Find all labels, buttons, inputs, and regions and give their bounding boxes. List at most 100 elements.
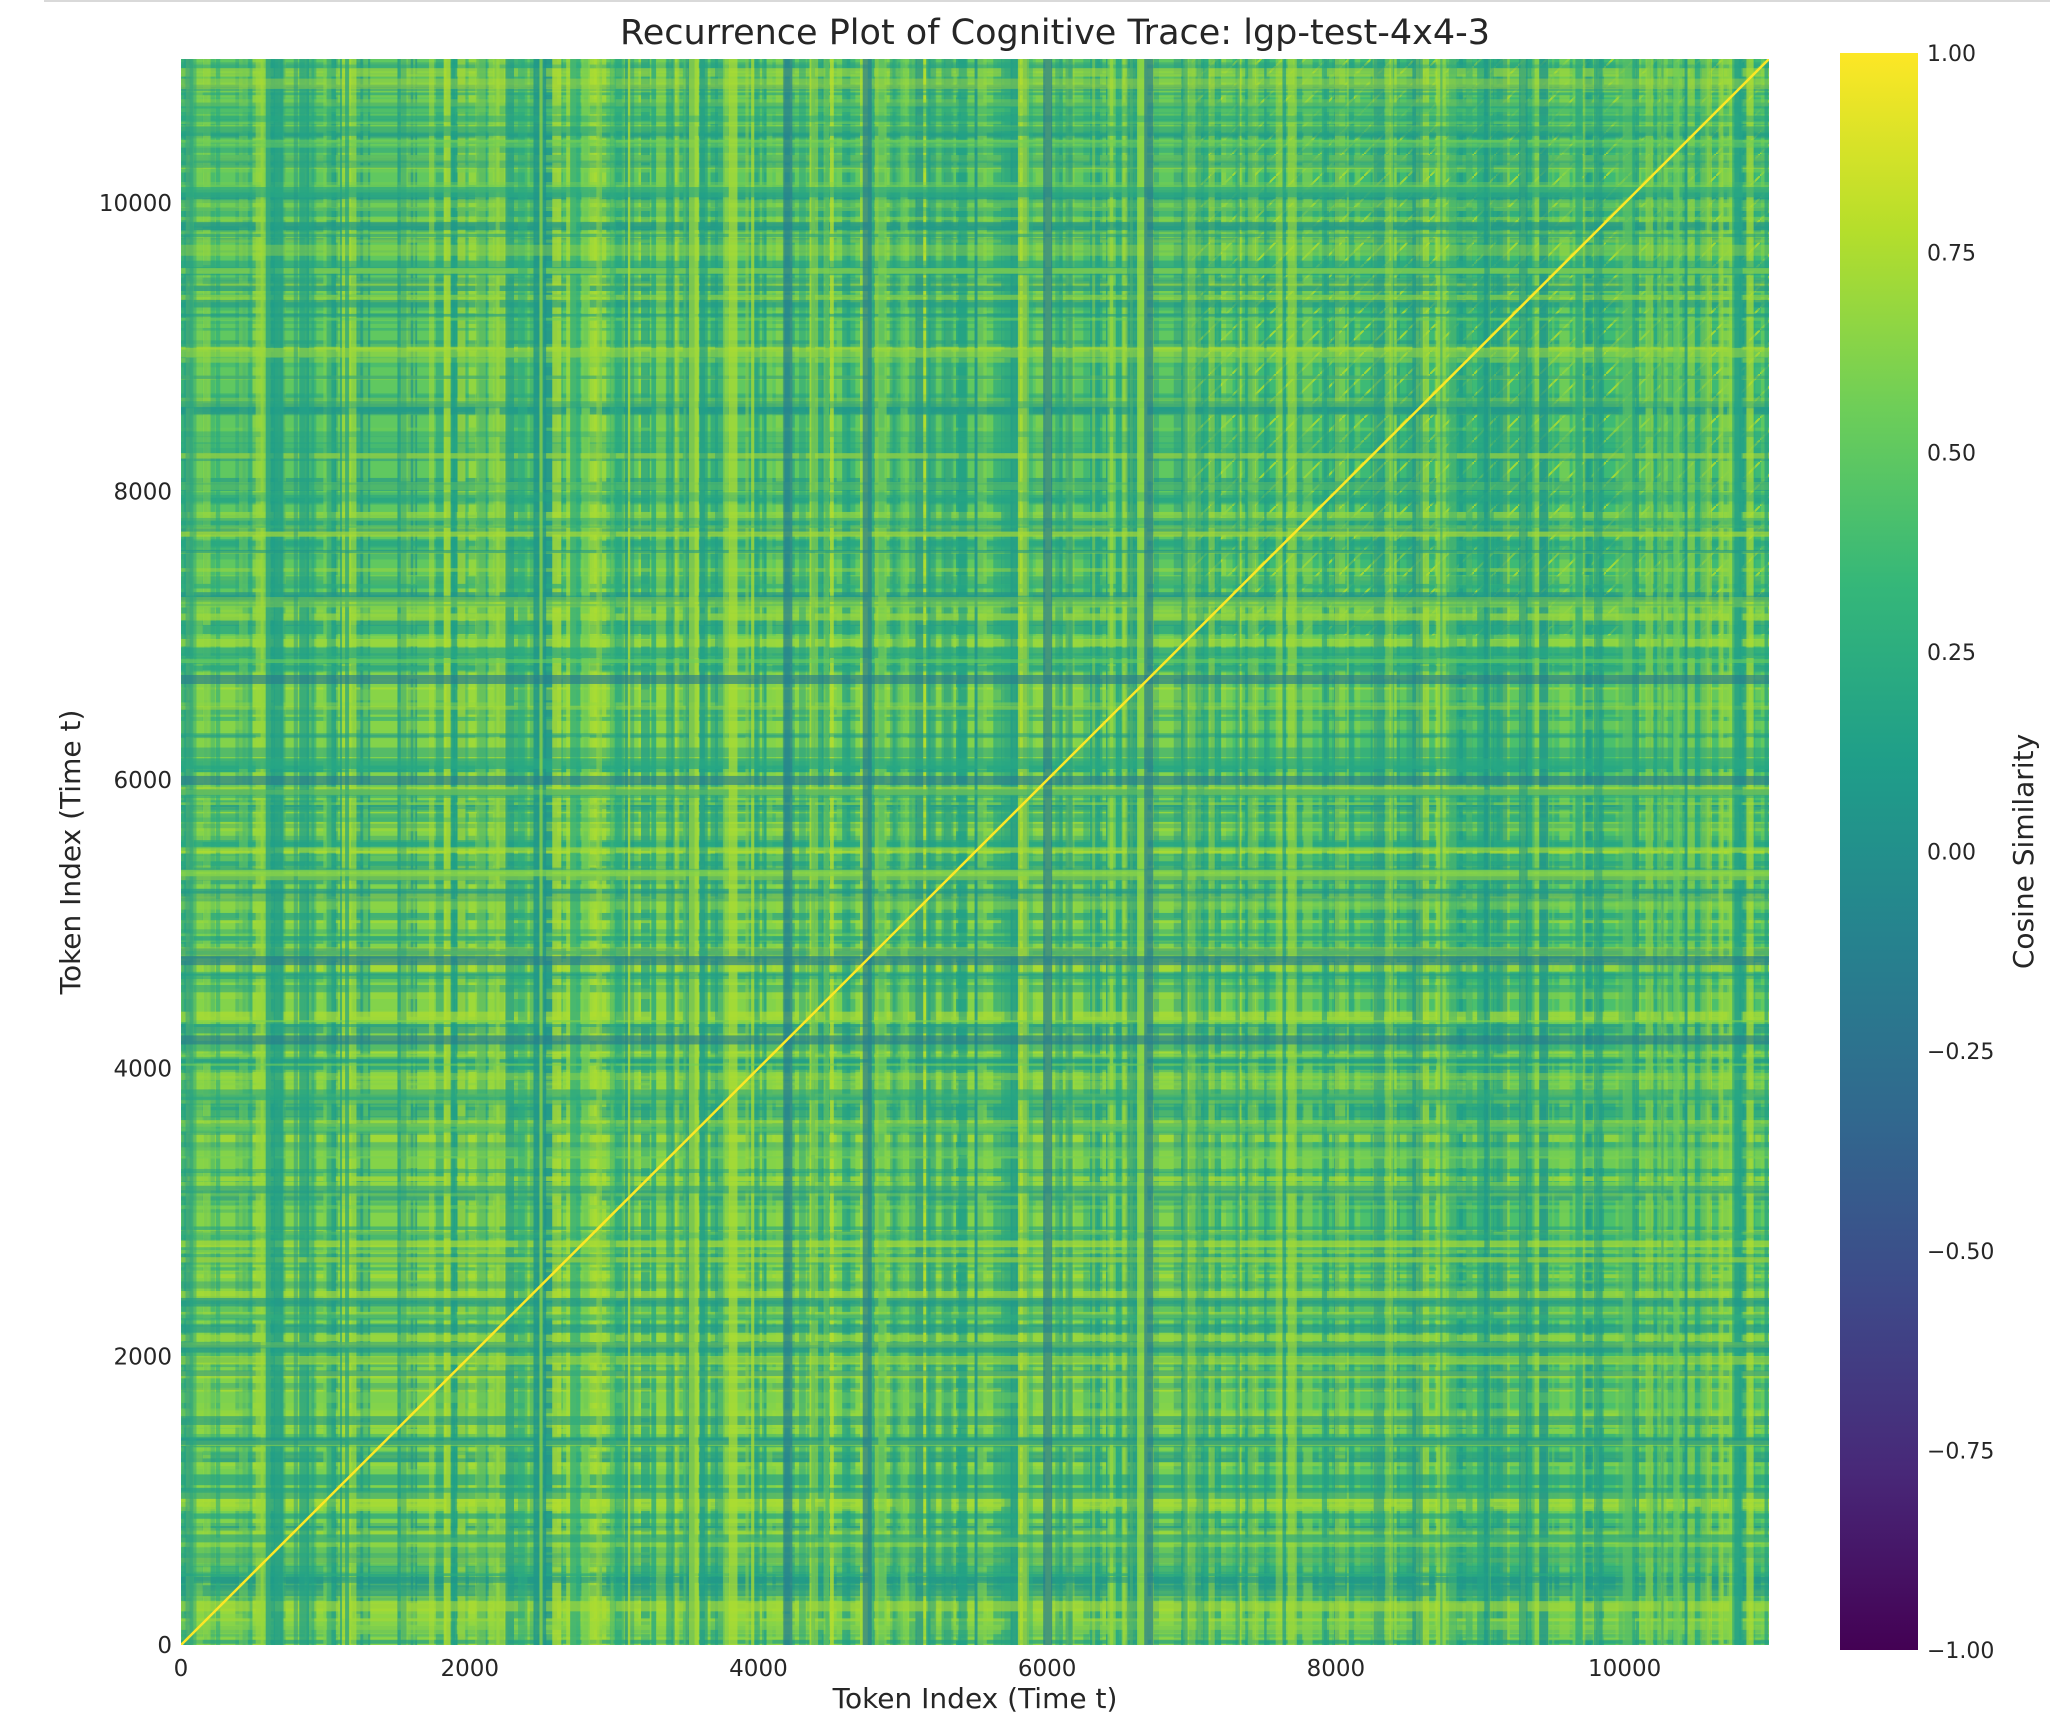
heatmap-row-band <box>181 869 1769 877</box>
heatmap-row-band <box>181 1314 1769 1321</box>
colorbar-label: Cosine Similarity <box>2007 734 2040 969</box>
x-axis-ticks: 0 2000 4000 6000 8000 10000 <box>174 1656 1662 1682</box>
heatmap-row-band <box>181 1262 1769 1265</box>
heatmap-column-band <box>265 59 275 1645</box>
heatmap-row-band <box>181 492 1769 502</box>
heatmap-row-band <box>181 187 1769 198</box>
heatmap-row-band <box>181 1063 1769 1066</box>
heatmap-row-band <box>181 525 1769 528</box>
heatmap-column-band <box>799 59 806 1645</box>
heatmap-row-band <box>181 747 1769 758</box>
heatmap-column-band <box>397 59 407 1645</box>
heatmap-column-band <box>185 59 194 1645</box>
colorbar <box>1840 53 1918 1650</box>
heatmap-row-band <box>181 891 1769 902</box>
heatmap-row-band <box>181 1168 1769 1173</box>
heatmap-row-band <box>181 758 1769 769</box>
y-tick-label: 0 <box>157 1633 172 1659</box>
colorbar-tick-label: −0.25 <box>1927 1040 1994 1065</box>
heatmap-column-band <box>1282 59 1286 1645</box>
x-tick-label: 6000 <box>1018 1656 1077 1682</box>
heatmap-row-band <box>181 1232 1769 1239</box>
colorbar-ticks: 1.00 0.75 0.50 0.25 0.00 −0.25 −0.50 −0.75 −1.00 <box>1927 42 1994 1664</box>
colorbar-tick-label: 1.00 <box>1927 42 1976 67</box>
heatmap-dark-column <box>1144 59 1154 1645</box>
y-tick-label: 4000 <box>113 1056 172 1082</box>
colorbar-tick-label: −1.00 <box>1927 1639 1994 1664</box>
colorbar-tick-label: 0.50 <box>1927 441 1976 466</box>
heatmap-column-band <box>293 59 298 1645</box>
colorbar-tick-label: 0.00 <box>1927 841 1976 866</box>
heatmap-row-band <box>181 1342 1769 1348</box>
heatmap-bands <box>181 59 1769 1645</box>
heatmap-row-band <box>181 78 1769 89</box>
heatmap-column-band <box>340 59 343 1645</box>
x-tick-label: 2000 <box>440 1656 499 1682</box>
heatmap-column-band <box>1385 59 1394 1645</box>
heatmap-row-band <box>181 1089 1769 1101</box>
x-axis-label: Token Index (Time t) <box>832 1682 1118 1715</box>
y-tick-label: 6000 <box>113 768 172 794</box>
colorbar-tick-label: −0.50 <box>1927 1240 1994 1265</box>
heatmap-row-band <box>181 1020 1769 1023</box>
heatmap-column-band <box>1622 59 1633 1645</box>
y-tick-label: 8000 <box>113 480 172 506</box>
heatmap-dark-column <box>862 59 872 1645</box>
heatmap-column-band <box>1184 59 1196 1645</box>
heatmap-row-band <box>181 888 1769 894</box>
heatmap-column-band <box>689 59 699 1645</box>
heatmap-row-band <box>181 1437 1769 1445</box>
heatmap-column-band <box>1275 59 1283 1645</box>
y-axis-label: Token Index (Time t) <box>54 710 87 996</box>
y-tick-label: 10000 <box>99 191 172 217</box>
heatmap-column-band <box>1440 59 1443 1645</box>
heatmap-row-band <box>181 789 1769 798</box>
heatmap-row-band <box>181 1534 1769 1543</box>
heatmap-column-band <box>878 59 887 1645</box>
heatmap-column-band <box>533 59 544 1645</box>
chart-title: Recurrence Plot of Cognitive Trace: lgp-… <box>620 13 1490 53</box>
heatmap-row-band <box>181 1547 1769 1558</box>
colorbar-tick-label: 0.75 <box>1927 242 1976 267</box>
heatmap-column-band <box>596 59 603 1645</box>
x-tick-label: 8000 <box>1307 1656 1366 1682</box>
heatmap-column-band <box>1287 59 1297 1645</box>
heatmap-dark-row <box>181 956 1769 966</box>
heatmap-column-band <box>1126 59 1138 1645</box>
heatmap-row-band <box>181 139 1769 148</box>
heatmap-column-band <box>1718 59 1724 1645</box>
heatmap-column-band <box>751 59 755 1645</box>
heatmap-column-band <box>543 59 547 1645</box>
top-border <box>44 0 2050 2</box>
heatmap-column-band <box>273 59 284 1645</box>
heatmap-column-band <box>823 59 830 1645</box>
heatmap-row-band <box>181 347 1769 358</box>
y-tick-label: 2000 <box>113 1345 172 1371</box>
heatmap-column-band <box>345 59 350 1645</box>
heatmap-row-band <box>181 789 1769 795</box>
heatmap-row-band <box>181 531 1769 537</box>
heatmap-row-band <box>181 659 1769 664</box>
y-axis-ticks: 0 2000 4000 6000 8000 10000 <box>99 191 172 1659</box>
heatmap-area <box>181 59 1769 1645</box>
heatmap-column-band <box>1673 59 1680 1645</box>
heatmap-column-band <box>609 59 617 1645</box>
heatmap-row-band <box>181 115 1769 123</box>
colorbar-tick-label: 0.25 <box>1927 641 1976 666</box>
heatmap-column-band <box>627 59 631 1645</box>
heatmap-row-band <box>181 1185 1769 1194</box>
heatmap-column-band <box>1181 59 1188 1645</box>
heatmap-dark-column <box>1043 59 1053 1645</box>
heatmap-row-band <box>181 971 1769 980</box>
heatmap-column-band <box>1684 59 1688 1645</box>
heatmap-dark-row <box>181 1035 1769 1045</box>
heatmap-column-band <box>728 59 738 1645</box>
heatmap-column-band <box>1196 59 1205 1645</box>
heatmap-column-band <box>1593 59 1603 1645</box>
heatmap-row-band <box>181 517 1769 525</box>
heatmap-column-band <box>539 59 543 1645</box>
heatmap-column-band <box>1518 59 1528 1645</box>
x-tick-label: 4000 <box>729 1656 788 1682</box>
